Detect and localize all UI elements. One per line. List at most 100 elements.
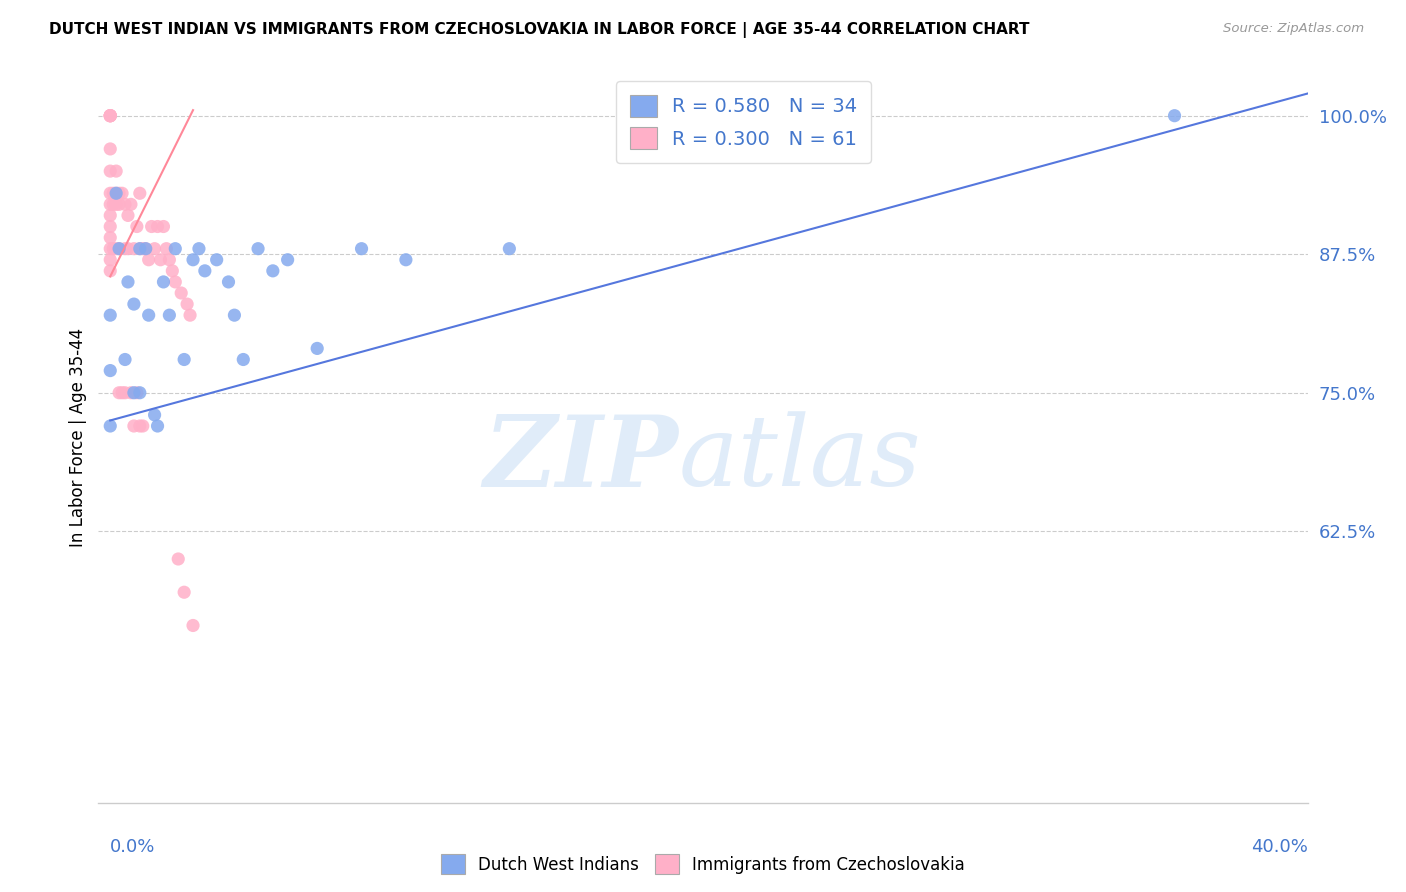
Point: [98, 308, 121, 322]
Point: [125, 219, 148, 234]
Point: [108, 197, 131, 211]
Point: [157, 308, 180, 322]
Point: [108, 242, 131, 256]
Point: [98, 419, 121, 434]
Text: atlas: atlas: [679, 411, 921, 507]
Point: [307, 342, 329, 356]
Point: [277, 252, 299, 267]
Point: [98, 230, 121, 244]
Point: [98, 186, 121, 201]
Point: [173, 352, 195, 367]
Point: [176, 297, 198, 311]
Point: [108, 385, 131, 400]
Point: [162, 264, 184, 278]
Point: [128, 242, 150, 256]
Point: [98, 242, 121, 256]
Point: [117, 275, 139, 289]
Point: [167, 552, 190, 566]
Point: [125, 385, 148, 400]
Text: DUTCH WEST INDIAN VS IMMIGRANTS FROM CZECHOSLOVAKIA IN LABOR FORCE | AGE 35-44 C: DUTCH WEST INDIAN VS IMMIGRANTS FROM CZE…: [49, 22, 1029, 38]
Point: [122, 297, 145, 311]
Point: [170, 285, 193, 300]
Point: [122, 385, 145, 400]
Point: [120, 197, 142, 211]
Point: [181, 618, 204, 632]
Point: [138, 308, 160, 322]
Point: [103, 186, 125, 201]
Point: [135, 242, 157, 256]
Y-axis label: In Labor Force | Age 35-44: In Labor Force | Age 35-44: [69, 327, 87, 547]
Point: [114, 385, 136, 400]
Point: [232, 352, 254, 367]
Point: [143, 408, 166, 422]
Point: [146, 219, 169, 234]
Point: [108, 186, 131, 201]
Legend: Dutch West Indians, Immigrants from Czechoslovakia: Dutch West Indians, Immigrants from Czec…: [434, 847, 972, 880]
Point: [498, 242, 520, 256]
Point: [98, 109, 121, 123]
Point: [155, 242, 177, 256]
Point: [98, 197, 121, 211]
Point: [105, 242, 128, 256]
Point: [105, 164, 128, 178]
Point: [262, 264, 284, 278]
Point: [111, 186, 134, 201]
Point: [128, 242, 150, 256]
Point: [98, 252, 121, 267]
Text: ZIP: ZIP: [484, 411, 679, 508]
Point: [122, 419, 145, 434]
Point: [98, 142, 121, 156]
Point: [205, 252, 228, 267]
Point: [395, 252, 418, 267]
Point: [165, 242, 187, 256]
Point: [128, 385, 150, 400]
Point: [122, 242, 145, 256]
Point: [98, 209, 121, 223]
Point: [138, 252, 160, 267]
Point: [105, 197, 128, 211]
Point: [143, 242, 166, 256]
Point: [105, 186, 128, 201]
Point: [194, 264, 217, 278]
Point: [152, 219, 174, 234]
Point: [247, 242, 270, 256]
Point: [103, 197, 125, 211]
Point: [132, 242, 155, 256]
Point: [187, 242, 209, 256]
Point: [98, 109, 121, 123]
Point: [141, 219, 163, 234]
Point: [135, 242, 157, 256]
Point: [117, 209, 139, 223]
Point: [108, 242, 131, 256]
Point: [173, 585, 195, 599]
Point: [117, 242, 139, 256]
Point: [152, 275, 174, 289]
Point: [1163, 109, 1185, 123]
Point: [165, 275, 187, 289]
Point: [98, 109, 121, 123]
Point: [350, 242, 373, 256]
Point: [98, 109, 121, 123]
Point: [114, 352, 136, 367]
Point: [218, 275, 240, 289]
Point: [157, 252, 180, 267]
Point: [128, 419, 150, 434]
Text: Source: ZipAtlas.com: Source: ZipAtlas.com: [1223, 22, 1364, 36]
Point: [98, 109, 121, 123]
Text: 0.0%: 0.0%: [110, 838, 156, 855]
Point: [132, 419, 155, 434]
Point: [224, 308, 246, 322]
Point: [179, 308, 201, 322]
Point: [98, 363, 121, 377]
Point: [181, 252, 204, 267]
Point: [98, 164, 121, 178]
Point: [149, 252, 172, 267]
Point: [120, 385, 142, 400]
Point: [98, 219, 121, 234]
Point: [128, 186, 150, 201]
Point: [114, 242, 136, 256]
Point: [103, 242, 125, 256]
Point: [114, 197, 136, 211]
Point: [105, 186, 128, 201]
Point: [111, 385, 134, 400]
